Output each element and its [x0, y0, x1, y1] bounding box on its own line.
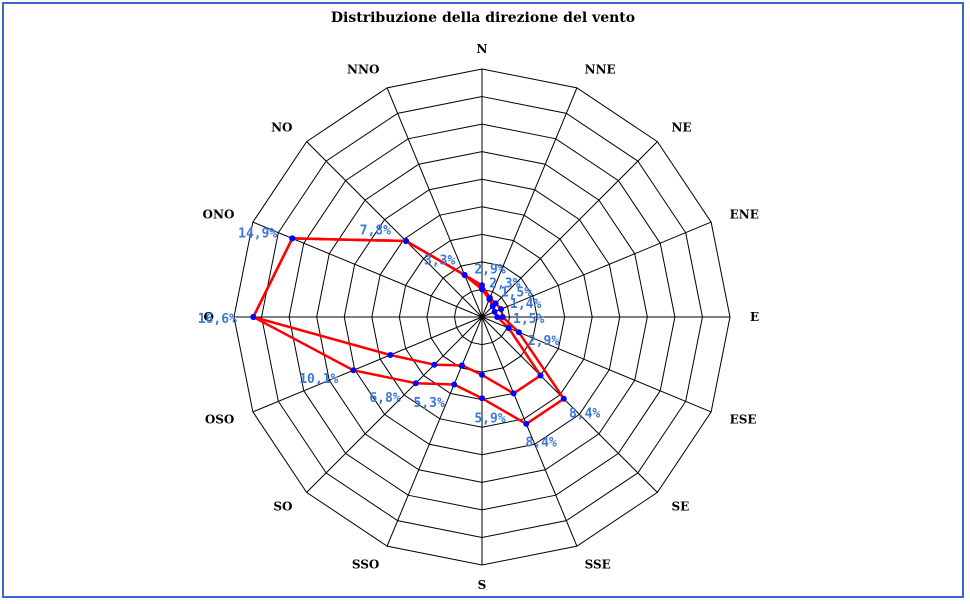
value-label-nno: 3,3% — [424, 253, 455, 268]
value-label-sso: 5,3% — [414, 396, 445, 411]
data-point-s — [479, 371, 485, 378]
direction-label-n: N — [477, 42, 488, 56]
direction-label-oso: OSO — [205, 413, 235, 427]
value-labels: 2,9%2,3%1,5%1,4%1,5%2,9%8,4%8,4%5,9%5,3%… — [198, 223, 601, 450]
direction-label-s: S — [478, 578, 487, 592]
value-label-s: 5,9% — [474, 411, 505, 426]
direction-label-nno: NNO — [347, 62, 379, 76]
direction-label-sso: SSO — [352, 558, 380, 572]
value-label-no: 7,8% — [360, 223, 391, 238]
value-label-sse: 8,4% — [526, 436, 557, 451]
data-point-no — [403, 238, 409, 244]
grid-spoke — [481, 316, 658, 493]
data-point-nne — [486, 294, 493, 301]
value-label-n: 2,9% — [474, 262, 505, 277]
direction-label-ene: ENE — [730, 207, 759, 221]
direction-label-e: E — [750, 310, 759, 324]
data-point-se — [537, 372, 544, 379]
grid-spoke — [252, 316, 483, 413]
data-point-n — [479, 286, 485, 293]
data-point-nno — [461, 272, 468, 278]
direction-label-se: SE — [672, 500, 690, 514]
data-point-e — [494, 314, 501, 320]
value-label-o: 16,6% — [198, 312, 237, 327]
data-point-o — [250, 314, 257, 320]
direction-label-sse: SSE — [585, 558, 611, 572]
data-point-ene — [491, 308, 498, 315]
polar-grid — [233, 68, 731, 566]
value-label-e: 1,5% — [513, 312, 544, 327]
data-point-sso — [451, 381, 458, 388]
chart-frame — [2, 2, 964, 598]
value-label-nne: 2,3% — [489, 276, 520, 291]
direction-label-so: SO — [273, 500, 292, 514]
grid-spoke — [306, 316, 483, 493]
data-point-ese — [505, 325, 512, 332]
data-point-sse — [510, 390, 517, 397]
value-label-ne: 1,5% — [501, 286, 532, 301]
series-markers — [250, 235, 567, 427]
data-point-sse — [523, 420, 530, 427]
grid-spoke — [481, 316, 578, 547]
data-point-ese — [515, 329, 522, 336]
data-point-oso — [387, 352, 394, 358]
value-label-ono: 14,9% — [238, 227, 277, 242]
direction-label-ese: ESE — [730, 413, 757, 427]
data-point-ene — [498, 306, 505, 313]
value-label-ese: 2,9% — [528, 334, 559, 349]
direction-label-o: O — [204, 310, 214, 324]
grid-spoke — [386, 316, 483, 547]
direction-label-ne: NE — [672, 121, 692, 135]
direction-label-no: NO — [271, 121, 292, 135]
direction-label-ono: ONO — [203, 207, 235, 221]
data-point-e — [499, 314, 506, 320]
data-point-oso — [350, 367, 357, 374]
data-point-so — [412, 380, 419, 387]
grid-spoke — [481, 221, 712, 318]
direction-labels: N NNE NE ENE E ESE SE SSE S SSO SO OSO O ONO NO NNO — [203, 42, 760, 592]
value-label-ene: 1,4% — [510, 297, 541, 312]
chart-title: Distribuzione della direzione del vento — [330, 10, 636, 26]
value-label-so: 6,8% — [369, 391, 400, 406]
data-point-ono — [289, 235, 296, 242]
grid-spoke — [481, 141, 658, 318]
data-point-se — [560, 395, 567, 402]
grid-spoke — [386, 87, 483, 318]
data-point-s — [479, 395, 485, 402]
grid-spoke — [306, 141, 483, 318]
data-point-n — [479, 282, 485, 289]
data-point-ne — [492, 300, 499, 307]
value-label-oso: 10,1% — [299, 372, 338, 387]
direction-label-nne: NNE — [585, 62, 616, 76]
data-point-so — [431, 361, 438, 368]
value-label-se: 8,4% — [569, 407, 600, 422]
data-point-sso — [459, 362, 465, 369]
grid-spoke — [481, 87, 578, 318]
